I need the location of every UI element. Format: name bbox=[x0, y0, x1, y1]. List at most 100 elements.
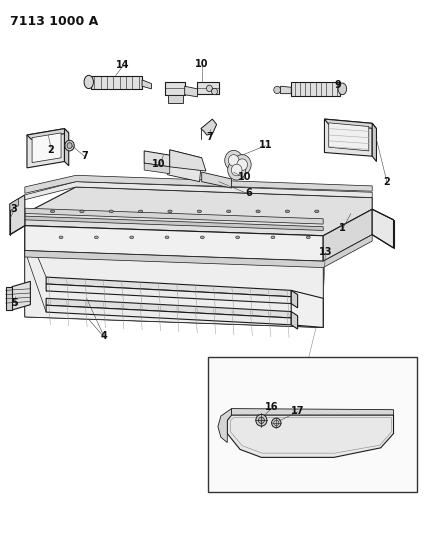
Polygon shape bbox=[25, 216, 323, 230]
Text: 13: 13 bbox=[319, 247, 332, 257]
Polygon shape bbox=[10, 199, 18, 211]
Ellipse shape bbox=[197, 210, 202, 213]
Ellipse shape bbox=[130, 236, 133, 239]
Polygon shape bbox=[25, 208, 323, 224]
Ellipse shape bbox=[59, 236, 63, 239]
Ellipse shape bbox=[200, 236, 204, 239]
Text: 6: 6 bbox=[245, 188, 252, 198]
Polygon shape bbox=[32, 133, 61, 163]
Ellipse shape bbox=[84, 75, 94, 88]
Text: 7113 1000 A: 7113 1000 A bbox=[10, 14, 98, 28]
Ellipse shape bbox=[272, 418, 281, 427]
Polygon shape bbox=[218, 409, 232, 442]
Ellipse shape bbox=[306, 236, 310, 239]
Text: 7: 7 bbox=[207, 132, 214, 142]
Ellipse shape bbox=[285, 210, 290, 213]
Ellipse shape bbox=[109, 210, 113, 213]
Ellipse shape bbox=[228, 155, 239, 166]
Ellipse shape bbox=[211, 88, 218, 95]
Polygon shape bbox=[168, 95, 182, 103]
Ellipse shape bbox=[236, 236, 239, 239]
Ellipse shape bbox=[228, 160, 246, 180]
Polygon shape bbox=[64, 128, 69, 166]
Ellipse shape bbox=[256, 415, 267, 426]
Polygon shape bbox=[281, 86, 291, 94]
Polygon shape bbox=[291, 82, 340, 96]
Polygon shape bbox=[202, 172, 232, 188]
Ellipse shape bbox=[206, 85, 212, 92]
Polygon shape bbox=[25, 251, 323, 327]
Text: 10: 10 bbox=[195, 59, 208, 69]
Ellipse shape bbox=[274, 420, 279, 425]
Ellipse shape bbox=[256, 210, 260, 213]
Polygon shape bbox=[324, 119, 372, 156]
Polygon shape bbox=[291, 312, 298, 329]
Polygon shape bbox=[25, 235, 372, 268]
Ellipse shape bbox=[271, 236, 275, 239]
Text: 9: 9 bbox=[335, 79, 341, 90]
Polygon shape bbox=[46, 298, 291, 318]
Ellipse shape bbox=[314, 210, 319, 213]
Ellipse shape bbox=[80, 210, 84, 213]
Polygon shape bbox=[168, 150, 202, 182]
Ellipse shape bbox=[94, 236, 98, 239]
Polygon shape bbox=[10, 195, 25, 235]
Ellipse shape bbox=[233, 155, 251, 175]
Text: 11: 11 bbox=[259, 140, 272, 150]
Polygon shape bbox=[329, 123, 369, 151]
Text: 10: 10 bbox=[238, 172, 251, 182]
Text: 3: 3 bbox=[10, 204, 17, 214]
FancyBboxPatch shape bbox=[208, 357, 417, 492]
Polygon shape bbox=[144, 163, 170, 174]
Ellipse shape bbox=[165, 236, 169, 239]
Ellipse shape bbox=[227, 210, 231, 213]
Polygon shape bbox=[324, 119, 377, 128]
Text: 2: 2 bbox=[47, 145, 54, 155]
Text: 1: 1 bbox=[339, 223, 346, 233]
Text: 17: 17 bbox=[291, 406, 304, 416]
Ellipse shape bbox=[139, 210, 143, 213]
Ellipse shape bbox=[237, 159, 248, 171]
Text: 7: 7 bbox=[81, 151, 88, 161]
Ellipse shape bbox=[168, 210, 172, 213]
Polygon shape bbox=[12, 281, 30, 310]
Ellipse shape bbox=[274, 86, 281, 94]
Ellipse shape bbox=[258, 417, 264, 423]
Polygon shape bbox=[323, 209, 372, 261]
Ellipse shape bbox=[67, 143, 72, 149]
Polygon shape bbox=[46, 305, 291, 325]
Polygon shape bbox=[372, 209, 393, 248]
Polygon shape bbox=[25, 182, 372, 200]
Polygon shape bbox=[184, 86, 197, 97]
Polygon shape bbox=[25, 175, 372, 193]
Polygon shape bbox=[291, 290, 323, 327]
Text: 5: 5 bbox=[11, 297, 18, 308]
Polygon shape bbox=[27, 128, 69, 139]
Polygon shape bbox=[227, 415, 393, 457]
Polygon shape bbox=[201, 119, 217, 135]
Polygon shape bbox=[144, 151, 170, 167]
Polygon shape bbox=[25, 187, 372, 236]
Polygon shape bbox=[6, 287, 12, 310]
Polygon shape bbox=[197, 82, 219, 94]
Polygon shape bbox=[170, 150, 206, 171]
Polygon shape bbox=[25, 225, 323, 261]
Polygon shape bbox=[91, 76, 142, 89]
Polygon shape bbox=[232, 409, 393, 415]
Text: 10: 10 bbox=[152, 159, 166, 169]
Text: 4: 4 bbox=[100, 332, 107, 342]
Polygon shape bbox=[372, 123, 377, 161]
Polygon shape bbox=[46, 277, 291, 297]
Polygon shape bbox=[291, 290, 298, 308]
Ellipse shape bbox=[50, 210, 54, 213]
Ellipse shape bbox=[225, 150, 243, 171]
Ellipse shape bbox=[65, 140, 74, 151]
Text: 2: 2 bbox=[384, 176, 390, 187]
Polygon shape bbox=[25, 225, 323, 327]
Text: 16: 16 bbox=[265, 402, 279, 412]
Polygon shape bbox=[46, 284, 291, 304]
Polygon shape bbox=[27, 128, 64, 168]
Polygon shape bbox=[166, 82, 184, 95]
Ellipse shape bbox=[338, 83, 347, 95]
Ellipse shape bbox=[231, 164, 242, 176]
